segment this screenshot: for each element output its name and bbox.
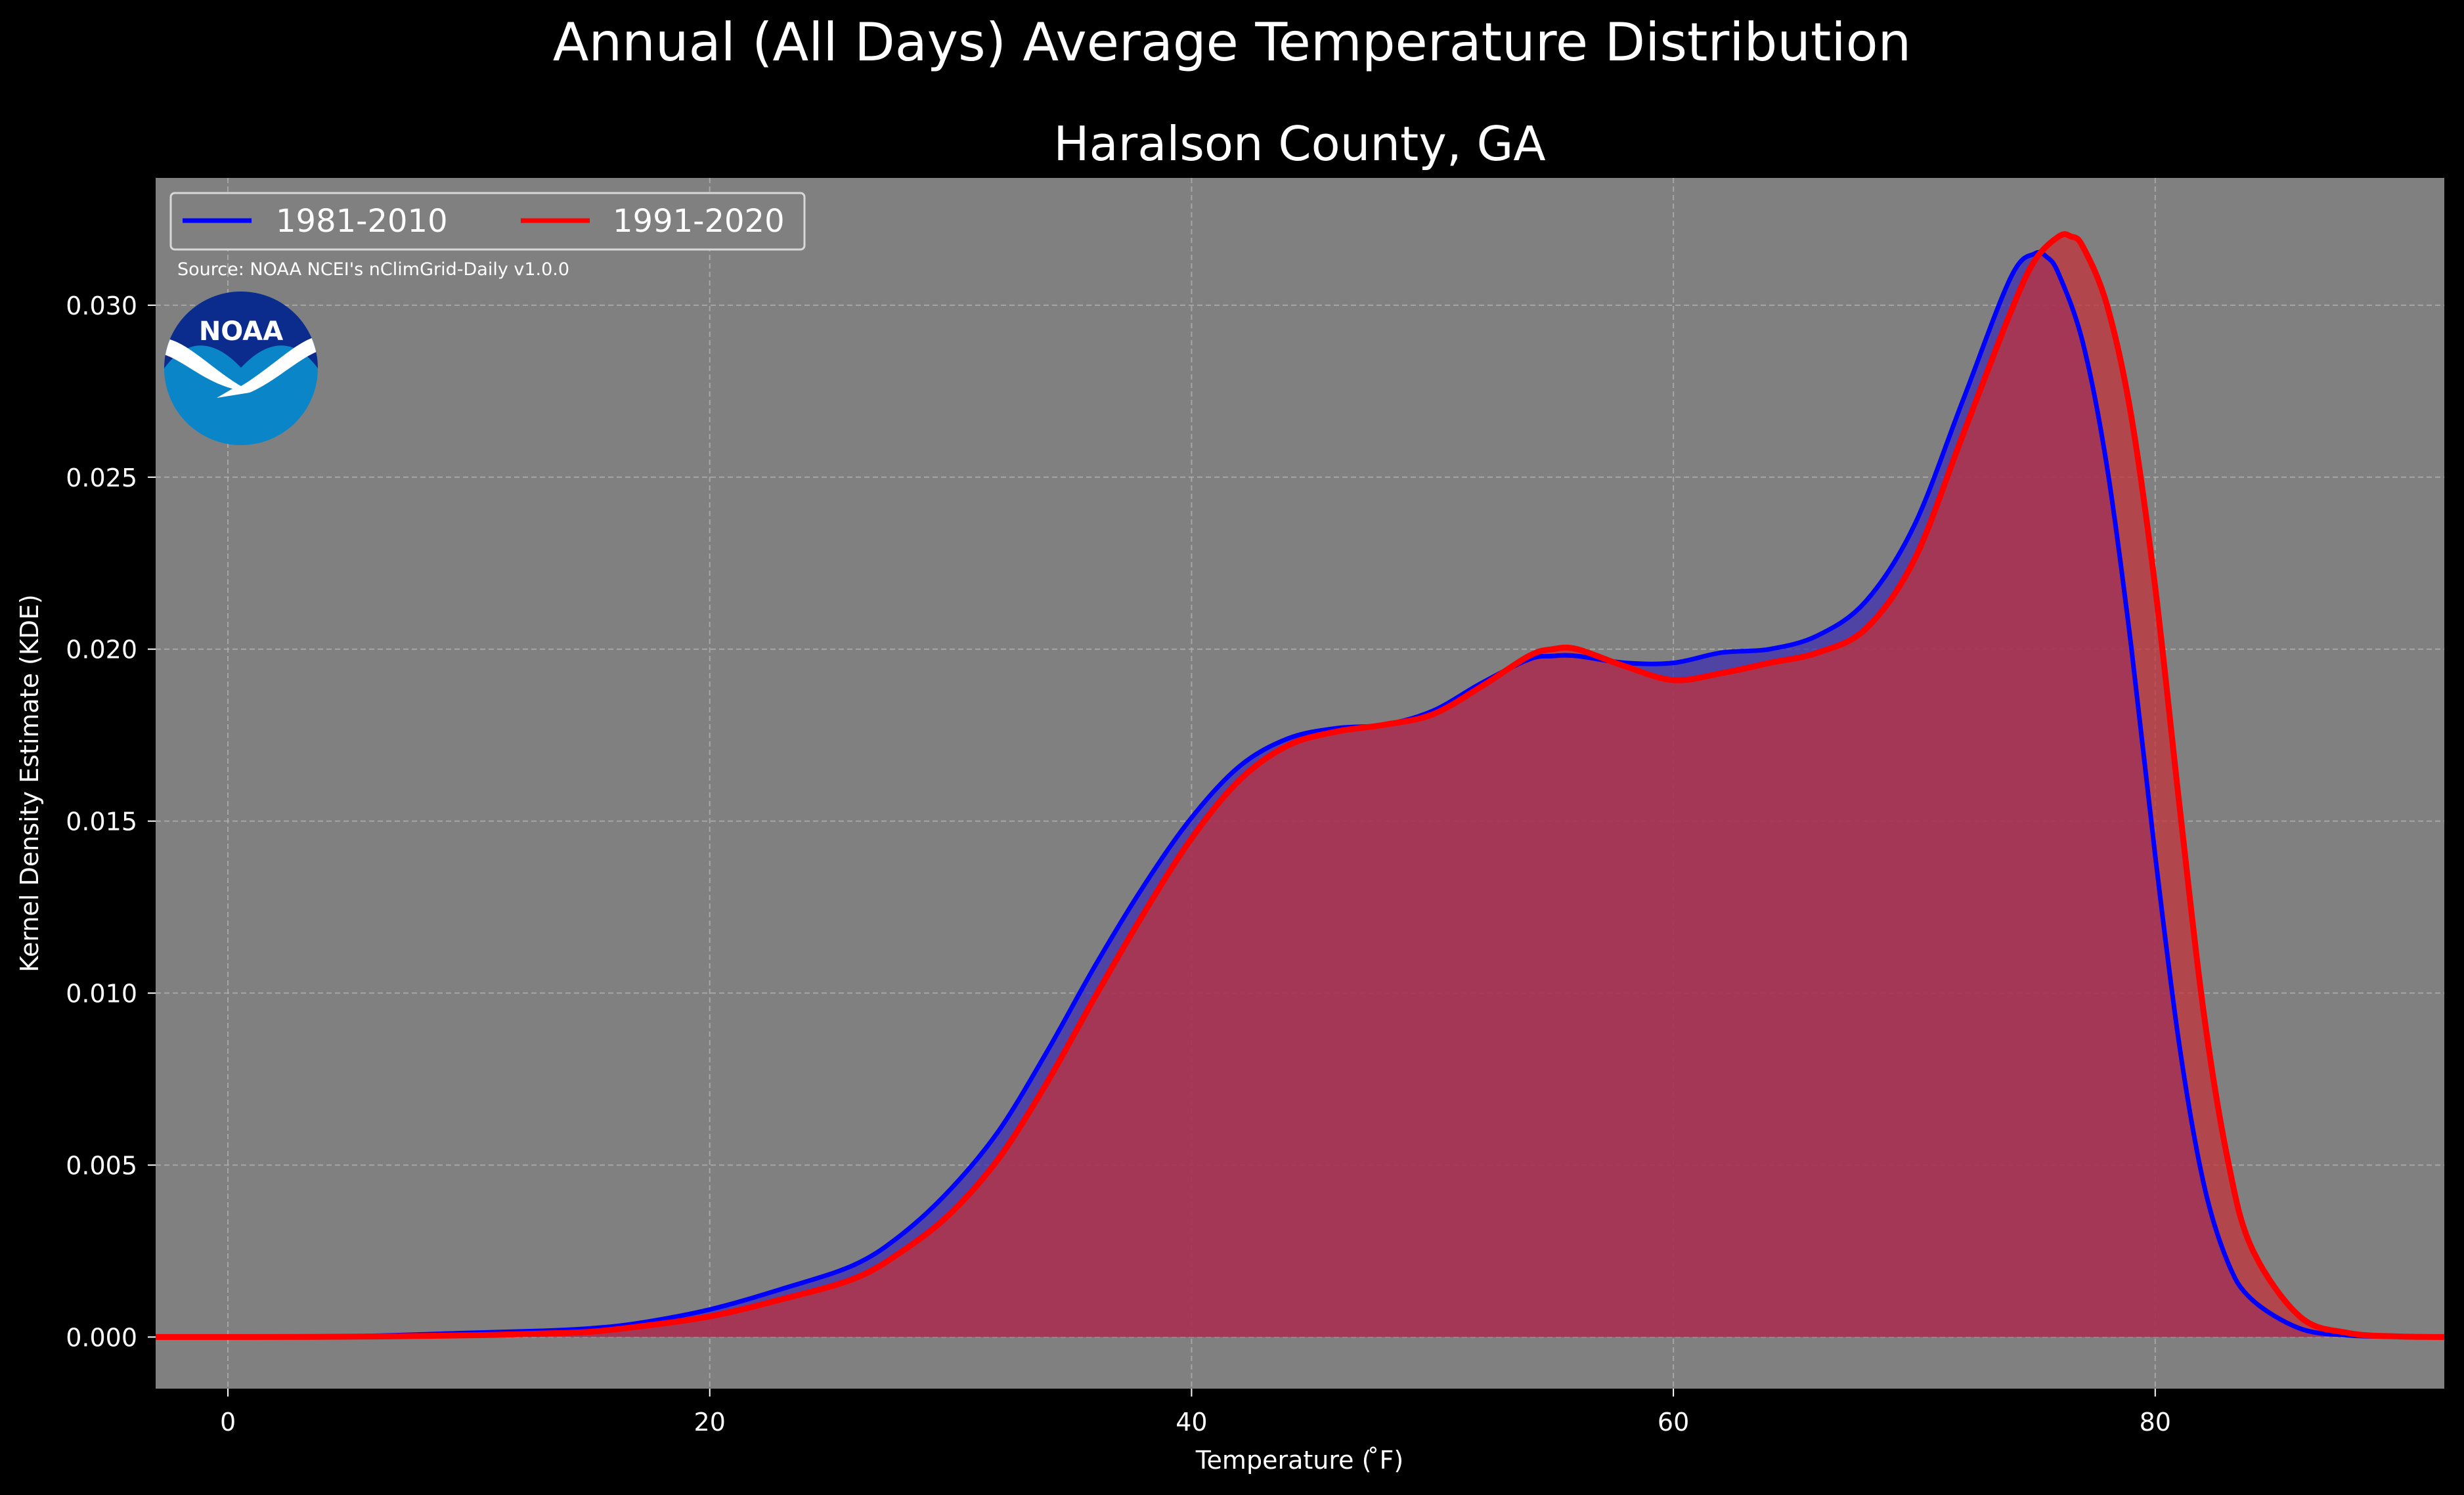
series-layer (156, 231, 2444, 1340)
noaa-logo-sky (164, 292, 318, 368)
source-note: Source: NOAA NCEI's nClimGrid-Daily v1.0… (177, 259, 569, 280)
series-line-1991-2020 (156, 231, 2444, 1340)
legend-box (169, 192, 806, 251)
x-tick-label: 60 (1658, 1408, 1689, 1437)
y-tick-label: 0.025 (66, 464, 137, 492)
y-axis-label: Kernel Density Estimate (KDE) (15, 594, 44, 972)
ticks: 0 20 40 60 80 0.000 0.005 0.010 0.015 0.020 0.025 0… (66, 292, 2171, 1437)
chart-subtitle: Haralson County, GA (1053, 116, 1545, 171)
y-tick-label: 0.020 (66, 636, 137, 664)
x-tick-label: 20 (694, 1408, 726, 1437)
series-line-1981-2010 (156, 249, 2444, 1339)
y-tick-label: 0.030 (66, 292, 137, 320)
x-axis-label: Temperature ( ̊F) (1195, 1446, 1403, 1475)
chart-title: Annual (All Days) Average Temperature Di… (553, 12, 1911, 73)
x-tick-label: 40 (1176, 1408, 1207, 1437)
legend-label-1991-2020: 1991-2020 (613, 203, 785, 240)
series-area-1991-2020 (156, 234, 2444, 1337)
y-tick-label: 0.000 (66, 1323, 137, 1352)
x-tick-label: 0 (220, 1408, 236, 1437)
noaa-logo-bird (164, 336, 318, 398)
y-tick-label: 0.010 (66, 980, 137, 1008)
legend: 1981-2010 1991-2020 (169, 192, 806, 251)
y-tick-label: 0.005 (66, 1151, 137, 1180)
noaa-logo: NOAA (164, 292, 318, 445)
x-tick-label: 80 (2140, 1408, 2171, 1437)
noaa-logo-text: NOAA (199, 316, 283, 347)
legend-label-1981-2010: 1981-2010 (276, 203, 448, 240)
y-tick-label: 0.015 (66, 808, 137, 836)
